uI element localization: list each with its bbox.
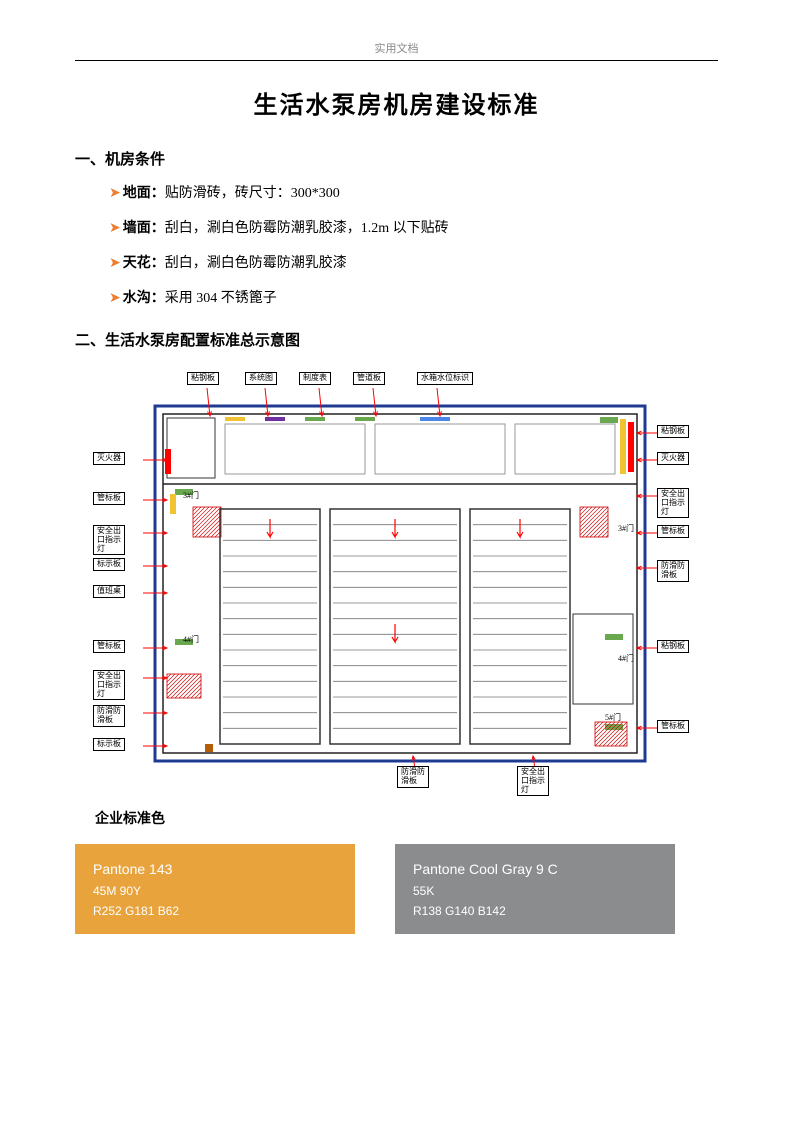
- diagram-callout: 管道板: [353, 372, 385, 385]
- main-title: 生活水泵房机房建设标准: [75, 85, 718, 120]
- diagram-callout: 安全出口指示灯: [517, 766, 549, 796]
- bullet-label: 天花：: [123, 256, 165, 271]
- diagram-callout: 安全出口指示灯: [93, 525, 125, 555]
- swatch-line3: R252 G181 B62: [93, 902, 337, 921]
- diagram-callout: 粘钢板: [657, 425, 689, 438]
- svg-text:3#门: 3#门: [183, 490, 199, 500]
- diagram-callout: 标示板: [93, 558, 125, 571]
- bullet-arrow-icon: ➤: [109, 186, 121, 201]
- diagram-callout: 系统图: [245, 372, 277, 385]
- svg-text:4#门: 4#门: [618, 653, 634, 663]
- section1-heading: 一、机房条件: [75, 148, 718, 169]
- diagram-callout: 安全出口指示灯: [657, 488, 689, 518]
- diagram-callout: 粘钢板: [657, 640, 689, 653]
- bullet-text: 采用 304 不锈篦子: [165, 291, 277, 306]
- bullet-item: ➤地面：贴防滑砖，砖尺寸：300*300: [109, 183, 718, 204]
- bullet-item: ➤水沟：采用 304 不锈篦子: [109, 288, 718, 309]
- svg-text:4#门: 4#门: [183, 634, 199, 644]
- colors-heading: 企业标准色: [95, 808, 718, 828]
- header-rule: [75, 60, 718, 61]
- bullet-item: ➤天花：刮白，涮白色防霉防潮乳胶漆: [109, 253, 718, 274]
- diagram-callout: 防滑防滑板: [657, 560, 689, 582]
- page-header-small: 实用文档: [75, 40, 718, 56]
- swatch-line2: 45M 90Y: [93, 882, 337, 901]
- svg-text:5#门: 5#门: [605, 712, 621, 722]
- section1-list: ➤地面：贴防滑砖，砖尺寸：300*300➤墙面：刮白，涮白色防霉防潮乳胶漆，1.…: [109, 183, 718, 309]
- swatch-name: Pantone 143: [93, 858, 337, 880]
- diagram-callout: 值班桌: [93, 585, 125, 598]
- diagram-callout: 制度表: [299, 372, 331, 385]
- bullet-text: 刮白，涮白色防霉防潮乳胶漆，1.2m 以下贴砖: [165, 221, 449, 236]
- diagram-callout: 管标板: [657, 720, 689, 733]
- diagram-callout: 标示板: [93, 738, 125, 751]
- color-swatch: Pantone 143 45M 90YR252 G181 B62: [75, 844, 355, 934]
- diagram-callout: 灭火器: [657, 452, 689, 465]
- color-swatch: Pantone Cool Gray 9 C 55KR138 G140 B142: [395, 844, 675, 934]
- bullet-arrow-icon: ➤: [109, 221, 121, 236]
- bullet-arrow-icon: ➤: [109, 291, 121, 306]
- bullet-label: 地面：: [123, 186, 165, 201]
- swatch-line3: R138 G140 B142: [413, 902, 657, 921]
- bullet-text: 贴防滑砖，砖尺寸：300*300: [165, 186, 340, 201]
- swatch-name: Pantone Cool Gray 9 C: [413, 858, 657, 880]
- bullet-arrow-icon: ➤: [109, 256, 121, 271]
- diagram-callout: 管标板: [93, 640, 125, 653]
- color-swatch-row: Pantone 143 45M 90YR252 G181 B62 Pantone C…: [75, 844, 718, 934]
- swatch-line2: 55K: [413, 882, 657, 901]
- floorplan-diagram: 3#门 3#门 4#门 4#门 5#门 粘钢板 系统图 制度表 管道板 水箱水位标识灭火器管标板…: [75, 364, 715, 794]
- bullet-label: 水沟：: [123, 291, 165, 306]
- diagram-callout: 安全出口指示灯: [93, 670, 125, 700]
- section2-heading: 二、生活水泵房配置标准总示意图: [75, 329, 718, 350]
- diagram-callout: 灭火器: [93, 452, 125, 465]
- bullet-text: 刮白，涮白色防霉防潮乳胶漆: [165, 256, 347, 271]
- diagram-callout: 管标板: [93, 492, 125, 505]
- bullet-item: ➤墙面：刮白，涮白色防霉防潮乳胶漆，1.2m 以下贴砖: [109, 218, 718, 239]
- bullet-label: 墙面：: [123, 221, 165, 236]
- diagram-callout: 水箱水位标识: [417, 372, 473, 385]
- diagram-callout: 防滑防滑板: [93, 705, 125, 727]
- diagram-callout: 管标板: [657, 525, 689, 538]
- diagram-callout: 防滑防滑板: [397, 766, 429, 788]
- diagram-callout: 粘钢板: [187, 372, 219, 385]
- svg-text:3#门: 3#门: [618, 523, 634, 533]
